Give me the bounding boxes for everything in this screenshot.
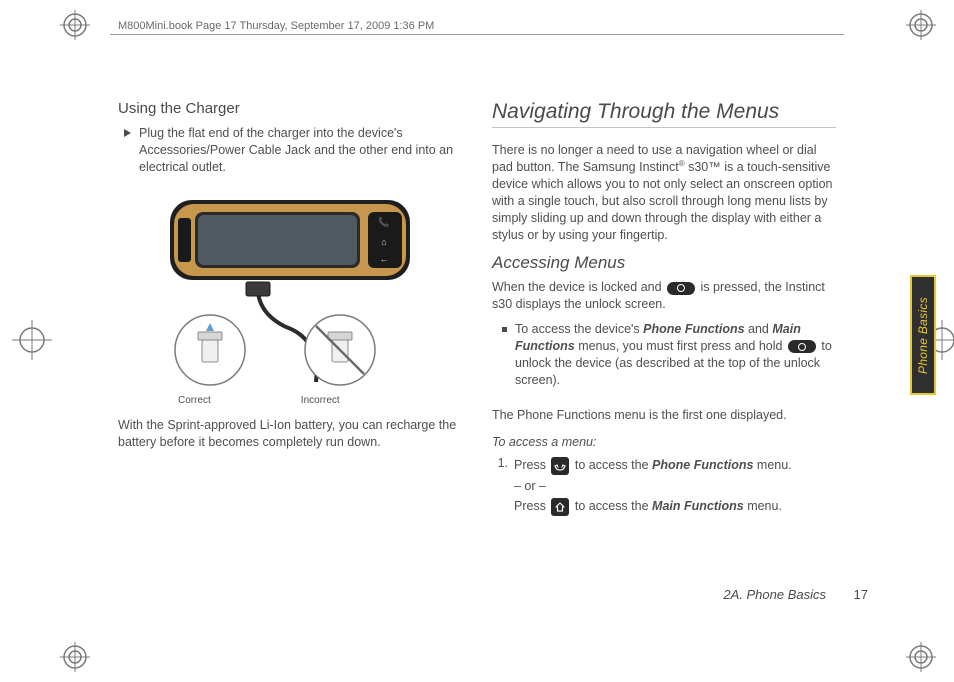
correct-label: Correct: [178, 394, 211, 408]
step-1: 1. Press to access the Phone Functions m…: [492, 456, 836, 475]
svg-text:📞: 📞: [378, 216, 390, 227]
header-rule: [110, 34, 844, 35]
left-column: Using the Charger Plug the flat end of t…: [118, 100, 462, 622]
right-column: Navigating Through the Menus There is no…: [492, 100, 836, 622]
crosshair-icon: [12, 320, 52, 360]
power-key-icon: [788, 340, 816, 353]
locked-a: When the device is locked and: [492, 280, 665, 294]
step-2: Press to access the Main Functions menu.: [492, 497, 836, 516]
access-a: To access the device's: [515, 322, 643, 336]
main-functions-label-2: Main Functions: [652, 499, 744, 513]
side-tab: Phone Basics: [910, 275, 936, 395]
step1-b: to access the: [571, 458, 652, 472]
home-key-icon: [551, 498, 569, 516]
heading-rule: [492, 127, 836, 128]
first-displayed: The Phone Functions menu is the first on…: [492, 407, 836, 424]
access-bullet: To access the device's Phone Functions a…: [492, 321, 836, 389]
svg-text:⌂: ⌂: [381, 237, 386, 247]
charger-footer-para: With the Sprint-approved Li-Ion battery,…: [118, 417, 462, 451]
step-2-body: Press to access the Main Functions menu.: [514, 497, 836, 516]
page-content: Using the Charger Plug the flat end of t…: [118, 100, 836, 622]
header-text: M800Mini.book Page 17 Thursday, Septembe…: [118, 20, 434, 32]
step-num-blank: [492, 497, 508, 516]
step2-b: to access the: [571, 499, 652, 513]
using-charger-title: Using the Charger: [118, 100, 462, 117]
footer-section-label: 2A. Phone Basics: [723, 587, 826, 602]
footer-page-number: 17: [854, 587, 868, 602]
square-bullet-icon: [502, 327, 507, 332]
phone-key-icon: [551, 457, 569, 475]
accessing-menus-title: Accessing Menus: [492, 253, 836, 273]
charger-instruction: Plug the flat end of the charger into th…: [118, 125, 462, 176]
step-1-body: Press to access the Phone Functions menu…: [514, 456, 836, 475]
triangle-bullet-icon: [124, 129, 131, 137]
registration-mark-icon: [906, 642, 936, 672]
access-b: menus, you must first press and hold: [575, 339, 786, 353]
registration-mark-icon: [906, 10, 936, 40]
registration-mark-icon: [60, 10, 90, 40]
step1-a: Press: [514, 458, 549, 472]
navigating-intro: There is no longer a need to use a navig…: [492, 142, 836, 243]
step2-a: Press: [514, 499, 549, 513]
power-key-icon: [667, 282, 695, 295]
step2-c: menu.: [744, 499, 782, 513]
and-word: and: [745, 322, 773, 336]
phone-functions-label: Phone Functions: [643, 322, 744, 336]
side-tab-label: Phone Basics: [916, 297, 930, 374]
to-access-label: To access a menu:: [492, 434, 836, 451]
step1-c: menu.: [753, 458, 791, 472]
locked-text: When the device is locked and is pressed…: [492, 279, 836, 313]
step-num: 1.: [492, 456, 508, 475]
charger-diagram: 📞 ⌂ ←: [140, 190, 440, 400]
registration-mark-icon: [60, 642, 90, 672]
incorrect-label: Incorrect: [301, 394, 340, 408]
phone-functions-label-2: Phone Functions: [652, 458, 753, 472]
navigating-title: Navigating Through the Menus: [492, 100, 836, 124]
svg-text:←: ←: [380, 254, 389, 264]
or-separator: – or –: [514, 479, 836, 493]
charger-bullet-text: Plug the flat end of the charger into th…: [139, 125, 462, 176]
access-text: To access the device's Phone Functions a…: [515, 321, 836, 389]
